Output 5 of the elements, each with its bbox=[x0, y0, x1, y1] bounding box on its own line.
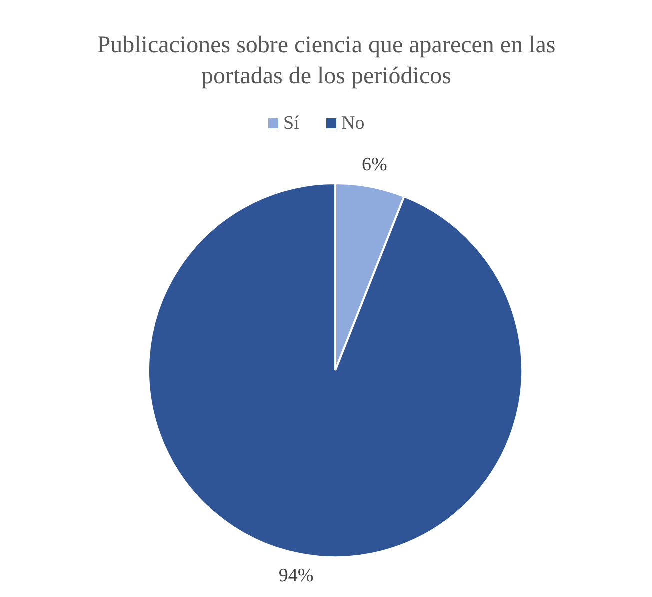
data-label: 6% bbox=[362, 154, 388, 176]
legend-label: Sí bbox=[284, 113, 300, 134]
chart-title: Publicaciones sobre ciencia que aparecen en las portadas de los periódicos bbox=[97, 32, 556, 90]
data-label: 94% bbox=[278, 565, 314, 586]
legend-label: No bbox=[342, 113, 365, 134]
